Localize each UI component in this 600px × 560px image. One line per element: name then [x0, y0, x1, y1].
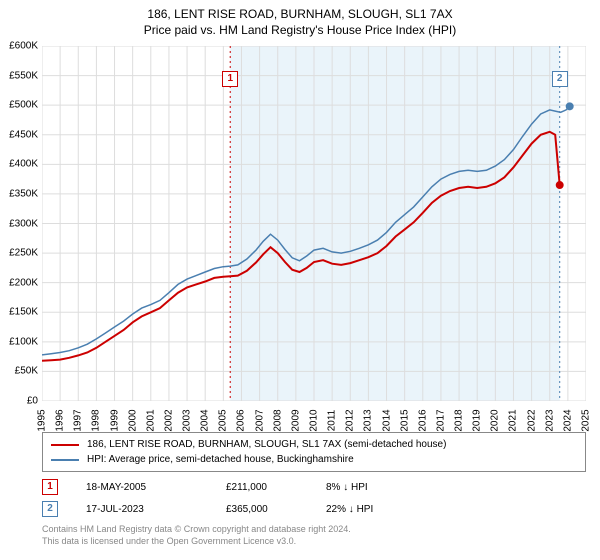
x-axis-label: 2000	[127, 409, 138, 431]
chart-title-block: 186, LENT RISE ROAD, BURNHAM, SLOUGH, SL…	[0, 0, 600, 38]
x-axis-label: 2003	[182, 409, 193, 431]
footer-line: Contains HM Land Registry data © Crown c…	[42, 524, 351, 536]
chart-title-2: Price paid vs. HM Land Registry's House …	[0, 22, 600, 38]
transaction-marker: 2	[42, 501, 58, 517]
y-axis-label: £250K	[9, 248, 38, 259]
x-axis-label: 2025	[581, 409, 592, 431]
y-axis-label: £350K	[9, 188, 38, 199]
x-axis-label: 2004	[200, 409, 211, 431]
y-axis-label: £50K	[15, 366, 38, 377]
x-axis-label: 1996	[55, 409, 66, 431]
x-axis-label: 2016	[417, 409, 428, 431]
x-axis-label: 1995	[37, 409, 48, 431]
x-axis-label: 2019	[472, 409, 483, 431]
y-axis-label: £200K	[9, 277, 38, 288]
x-axis-label: 1997	[73, 409, 84, 431]
x-axis-label: 2015	[399, 409, 410, 431]
x-axis-label: 2018	[454, 409, 465, 431]
transaction-marker: 1	[42, 479, 58, 495]
footer-attribution: Contains HM Land Registry data © Crown c…	[42, 524, 351, 547]
transaction-price: £365,000	[226, 504, 326, 515]
legend-item: 186, LENT RISE ROAD, BURNHAM, SLOUGH, SL…	[51, 437, 577, 452]
y-axis-label: £100K	[9, 336, 38, 347]
table-row: 1 18-MAY-2005 £211,000 8% ↓ HPI	[42, 476, 436, 498]
x-axis-label: 2009	[290, 409, 301, 431]
y-axis-label: £600K	[9, 41, 38, 52]
x-axis-label: 2001	[145, 409, 156, 431]
legend-label: HPI: Average price, semi-detached house,…	[87, 452, 354, 467]
x-axis-label: 2024	[562, 409, 573, 431]
x-axis-label: 2002	[163, 409, 174, 431]
x-axis-label: 2006	[236, 409, 247, 431]
legend-swatch	[51, 459, 79, 461]
transaction-date: 17-JUL-2023	[86, 504, 226, 515]
transaction-price: £211,000	[226, 482, 326, 493]
x-axis-label: 2017	[435, 409, 446, 431]
x-axis-label: 2007	[254, 409, 265, 431]
footer-line: This data is licensed under the Open Gov…	[42, 536, 351, 548]
x-axis-label: 2022	[526, 409, 537, 431]
x-axis-label: 2008	[272, 409, 283, 431]
x-axis-label: 2020	[490, 409, 501, 431]
table-row: 2 17-JUL-2023 £365,000 22% ↓ HPI	[42, 498, 436, 520]
chart-event-marker: 2	[552, 71, 568, 87]
chart-svg	[42, 46, 586, 401]
y-axis-label: £500K	[9, 100, 38, 111]
y-axis-label: £300K	[9, 218, 38, 229]
chart-event-marker: 1	[222, 71, 238, 87]
y-axis-label: £150K	[9, 307, 38, 318]
x-axis-label: 2011	[327, 410, 338, 432]
y-axis-label: £400K	[9, 159, 38, 170]
x-axis-label: 2005	[218, 409, 229, 431]
chart-title-1: 186, LENT RISE ROAD, BURNHAM, SLOUGH, SL…	[0, 6, 600, 22]
y-axis-label: £0	[27, 396, 38, 407]
x-axis-label: 2010	[309, 409, 320, 431]
x-axis-label: 2023	[544, 409, 555, 431]
x-axis-label: 1999	[109, 409, 120, 431]
legend-swatch	[51, 444, 79, 446]
legend-item: HPI: Average price, semi-detached house,…	[51, 452, 577, 467]
transaction-date: 18-MAY-2005	[86, 482, 226, 493]
legend-label: 186, LENT RISE ROAD, BURNHAM, SLOUGH, SL…	[87, 437, 446, 452]
x-axis-label: 2012	[345, 409, 356, 431]
transaction-diff: 8% ↓ HPI	[326, 482, 436, 493]
x-axis-label: 1998	[91, 409, 102, 431]
legend: 186, LENT RISE ROAD, BURNHAM, SLOUGH, SL…	[42, 432, 586, 472]
chart-plot-area: £0£50K£100K£150K£200K£250K£300K£350K£400…	[42, 46, 586, 401]
x-axis-label: 2014	[381, 409, 392, 431]
transactions-table: 1 18-MAY-2005 £211,000 8% ↓ HPI 2 17-JUL…	[42, 476, 436, 520]
y-axis-label: £550K	[9, 70, 38, 81]
x-axis-label: 2021	[508, 409, 519, 431]
y-axis-label: £450K	[9, 129, 38, 140]
transaction-diff: 22% ↓ HPI	[326, 504, 436, 515]
x-axis-label: 2013	[363, 409, 374, 431]
